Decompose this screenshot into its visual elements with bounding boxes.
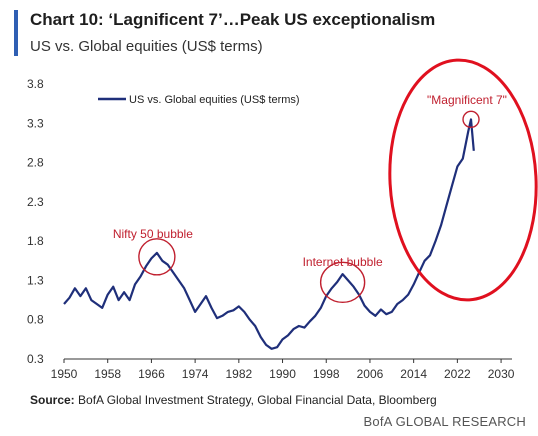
y-tick-label: 3.3	[27, 116, 44, 130]
highlight-ellipse	[388, 58, 538, 302]
x-tick-label: 1966	[138, 367, 165, 381]
y-tick-label: 2.3	[27, 195, 44, 209]
y-tick-label: 1.8	[27, 234, 44, 248]
research-credit: BofA GLOBAL RESEARCH	[363, 414, 526, 429]
series-line	[63, 118, 475, 350]
legend: US vs. Global equities (US$ terms)	[98, 94, 300, 106]
y-tick-label: 3.8	[27, 77, 44, 91]
chart-title: Chart 10: ‘Lagnificent 7’…Peak US except…	[30, 10, 436, 29]
nifty-50-label: Nifty 50 bubble	[113, 227, 193, 241]
y-axis-ticks: 0.3 0.8 1.3 1.8 2.3 2.8 3.3 3.8	[27, 77, 44, 366]
x-axis: 1950 1958 1966 1974 1982 1990 1998 2006 2014 2022…	[51, 358, 515, 381]
x-tick-label: 2030	[488, 367, 515, 381]
x-tick-label: 1990	[269, 367, 296, 381]
nifty-50-circle	[138, 238, 176, 276]
x-tick-label: 2006	[357, 367, 384, 381]
internet-bubble-label: Internet bubble	[303, 255, 383, 269]
title-accent-bar	[14, 10, 18, 56]
source-note: Source: BofA Global Investment Strategy,…	[30, 393, 437, 407]
chart-subtitle: US vs. Global equities (US$ terms)	[30, 38, 263, 55]
x-tick-label: 2014	[400, 367, 427, 381]
y-tick-label: 0.3	[27, 352, 44, 366]
y-tick-label: 0.8	[27, 313, 44, 327]
internet-bubble-circle	[319, 261, 366, 304]
y-tick-label: 1.3	[27, 273, 44, 287]
legend-label: US vs. Global equities (US$ terms)	[129, 94, 300, 106]
x-tick-label: 1982	[225, 367, 252, 381]
x-tick-label: 1958	[94, 367, 121, 381]
x-tick-label: 1950	[51, 367, 78, 381]
magnificent-7-label: "Magnificent 7"	[427, 93, 507, 107]
series-layer	[63, 118, 475, 350]
annotations-layer: Nifty 50 bubble Internet bubble "Magnifice…	[113, 58, 538, 304]
source-text: BofA Global Investment Strategy, Global …	[78, 393, 437, 407]
source-label: Source:	[30, 393, 75, 407]
x-tick-label: 1998	[313, 367, 340, 381]
y-tick-label: 2.8	[27, 156, 44, 170]
x-tick-label: 1974	[182, 367, 209, 381]
x-tick-label: 2022	[444, 367, 471, 381]
magnificent-7-circle	[462, 110, 480, 129]
